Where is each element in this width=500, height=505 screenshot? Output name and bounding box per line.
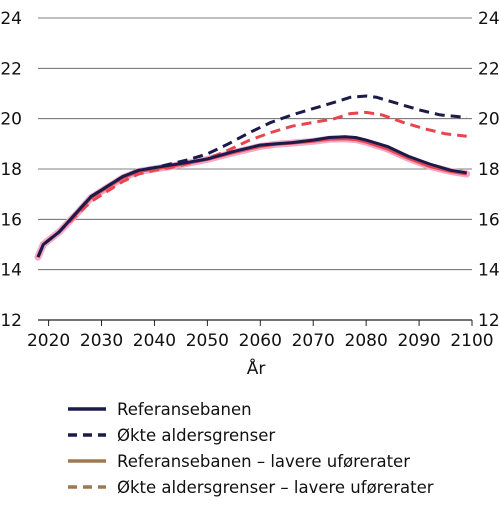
series-line [36, 137, 467, 258]
x-axis-label: År [247, 357, 266, 379]
x-tick-label: 2080 [345, 331, 388, 351]
x-tick-label: 2030 [80, 331, 123, 351]
y-tick-label-right: 16 [478, 210, 500, 230]
grid [38, 17, 472, 321]
y-tick-label-left: 12 [0, 311, 22, 331]
series-line [36, 135, 467, 258]
x-tick-label: 2050 [186, 331, 229, 351]
series-lines [34, 94, 471, 261]
y-tick-label-right: 18 [478, 160, 500, 180]
y-tick-label-right: 20 [478, 110, 500, 130]
x-tick-label: 2040 [133, 331, 176, 351]
y-tick-label-left: 24 [0, 9, 22, 29]
y-tick-label-right: 22 [478, 59, 500, 79]
x-tick-label: 2070 [292, 331, 335, 351]
x-tick-label: 2060 [239, 331, 282, 351]
y-tick-label-right: 24 [478, 9, 500, 29]
series-line [36, 94, 467, 258]
y-tick-label-left: 20 [0, 110, 22, 130]
y-tick-label-right: 12 [478, 311, 500, 331]
x-axis: 2020 2030 2040 2050 2060 2070 2080 2090 2100 [27, 320, 494, 351]
y-tick-label-left: 18 [0, 160, 22, 180]
legend-label: Økte aldersgrenser – lavere uførerater [117, 478, 434, 497]
legend-label: Referansebanen [117, 400, 252, 419]
y-tick-label-right: 14 [478, 261, 500, 281]
y-axis-left: 12 14 16 18 20 22 24 [0, 9, 22, 331]
y-tick-label-left: 14 [0, 261, 22, 281]
y-tick-label-left: 22 [0, 59, 22, 79]
y-axis-right: 12 14 16 18 20 22 24 [478, 9, 500, 331]
legend-label: Referansebanen – lavere uførerater [117, 452, 410, 471]
x-tick-label: 2100 [450, 331, 493, 351]
legend: Referansebanen Økte aldersgrenser Referans… [68, 400, 434, 497]
series-line [36, 110, 467, 258]
x-tick-label: 2020 [27, 331, 70, 351]
y-tick-label-left: 16 [0, 210, 22, 230]
x-tick-label: 2090 [397, 331, 440, 351]
legend-label: Økte aldersgrenser [117, 426, 275, 445]
